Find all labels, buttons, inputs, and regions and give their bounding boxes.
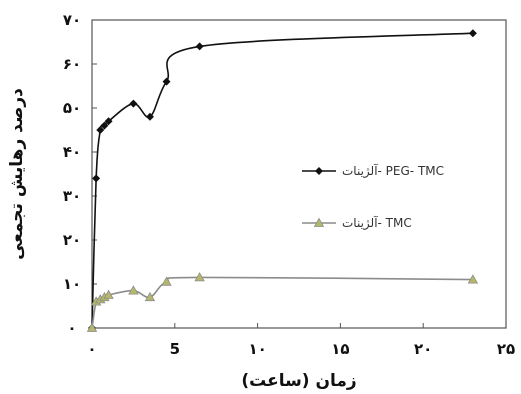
legend-marker [315, 167, 323, 175]
data-point [162, 77, 171, 86]
data-point [129, 99, 138, 108]
x-axis-label: زمان (ساعت) [241, 371, 356, 391]
data-point [92, 174, 101, 183]
series-line [91, 276, 473, 329]
data-point [128, 285, 139, 295]
data-point [467, 274, 479, 284]
data-point [86, 322, 98, 332]
series-line [91, 32, 473, 329]
x-tick-label: ۱۰ [248, 340, 266, 358]
x-tick-label: 5 [170, 340, 180, 358]
data-point [104, 117, 113, 126]
data-point [194, 272, 205, 282]
x-tick-label: ۲۵ [497, 340, 515, 358]
x-tick-label: ۱۵ [331, 340, 349, 358]
data-point [195, 42, 204, 51]
data-point [96, 126, 105, 134]
y-tick-label: ۵۰ [63, 99, 81, 117]
y-tick-label: ۰ [67, 319, 76, 337]
y-axis-label: درصد رهایش تجمعی [7, 88, 27, 260]
y-tick-label: ۳۰ [63, 187, 81, 205]
data-point [145, 112, 154, 121]
y-tick-label: ۷۰ [63, 11, 81, 29]
legend-label: آلژینات- TMC [342, 215, 412, 231]
plot-frame [91, 19, 507, 329]
x-tick-label: ۲۰ [414, 340, 432, 358]
y-tick-label: ۶۰ [63, 55, 81, 73]
data-point [161, 276, 172, 286]
data-point [144, 291, 156, 302]
series-group [86, 29, 479, 332]
data-point [103, 289, 114, 299]
x-tick-label: ۰ [87, 340, 96, 358]
data-point [100, 121, 109, 130]
y-tick-label: ۱۰ [63, 275, 81, 293]
data-point [468, 29, 477, 38]
legend-label: آلژینات- PEG- TMC [342, 163, 444, 179]
y-axis-ticks: ۰ ۱۰ ۲۰ ۳۰ ۴۰ ۵۰ ۶۰ ۷۰ [63, 11, 97, 337]
legend-marker [313, 217, 325, 227]
y-tick-label: ۴۰ [63, 143, 81, 161]
legend: آلژینات- PEG- TMC آلژینات- TMC [302, 163, 444, 231]
y-tick-label: ۲۰ [63, 231, 81, 249]
x-axis-ticks: ۰ 5 ۱۰ ۱۵ ۲۰ ۲۵ [87, 323, 515, 358]
